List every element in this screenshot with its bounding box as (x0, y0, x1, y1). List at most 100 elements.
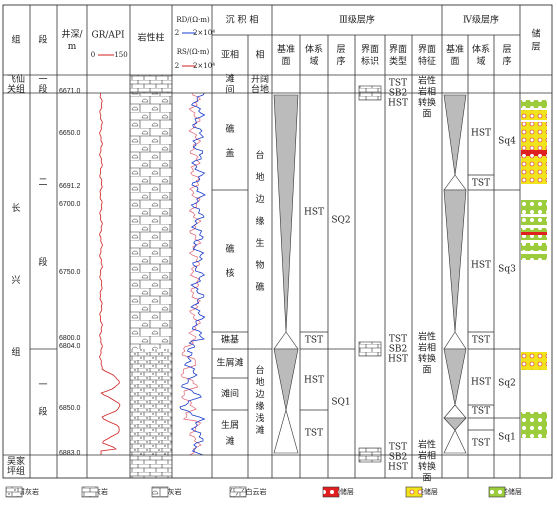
formation: 长兴组 (11, 202, 20, 358)
header: 界面标识 (361, 44, 379, 67)
scale-label: 2×10⁴ (193, 62, 215, 70)
header: 井深/m (61, 28, 83, 52)
subfacies: 生屑滩 (221, 419, 239, 447)
lithology-fill (130, 93, 172, 349)
header: RS/(Ω·m) (177, 48, 210, 56)
sequence: SQ1 (331, 398, 350, 408)
header: 相 (255, 49, 264, 61)
sequence: Sq3 (498, 265, 516, 275)
lithology-fill (130, 75, 172, 93)
header: 沉 积 相 (226, 14, 259, 26)
tst-triangle (443, 404, 467, 419)
header: 储层 (531, 27, 540, 52)
surface-type: HST (388, 463, 408, 473)
reservoir-band (521, 412, 547, 438)
rs-curve (180, 93, 202, 456)
header: 段 (38, 34, 47, 46)
hst-triangle (273, 94, 299, 333)
base-level-cycles (273, 94, 467, 454)
subfacies: 滩间 (225, 72, 234, 95)
hst-triangle (273, 348, 299, 411)
header: 基准面 (277, 43, 295, 67)
surface-type: HST (388, 99, 408, 109)
tst-triangle (273, 331, 299, 350)
surface-type: TST (389, 79, 407, 89)
depth-label: 6650.0 (59, 130, 81, 137)
log-curves (99, 92, 206, 456)
sequence: Sq4 (498, 137, 516, 147)
systems-tract: TST (305, 429, 323, 439)
scale-label: 0 (91, 51, 95, 59)
subfacies: 礁核 (225, 243, 234, 279)
legend-icon (405, 486, 423, 498)
legend-icon (488, 486, 506, 498)
header: RD/(Ω·m) (176, 16, 210, 24)
surface-feature: 岩性岩相转换面 (418, 74, 436, 119)
labels: 组 段 井深/m GR/API 0 150 岩性柱 RD/(Ω·m) 2 2×10⁴ RS/(Ω·m… (7, 14, 541, 497)
member: 二段 (38, 178, 47, 268)
systems-tract: HST (471, 129, 491, 139)
tst-triangle (443, 174, 467, 191)
header: 界面类型 (389, 44, 407, 67)
surface-type: SB2 (389, 345, 408, 355)
scale-label: 150 (114, 51, 127, 59)
legend-icon (151, 486, 169, 498)
subfacies: 礁盖 (225, 123, 234, 159)
header: 界面特征 (418, 44, 436, 67)
reservoir-band (521, 254, 547, 260)
rd-curve (179, 92, 206, 456)
sequence: Sq2 (498, 379, 516, 389)
legend-icon (81, 486, 99, 498)
reservoir-band (521, 150, 547, 156)
scale-label: 2 (175, 29, 179, 37)
reservoir-band (521, 200, 547, 214)
legend-icon (5, 486, 23, 498)
tst-triangle (273, 408, 299, 454)
reservoir-band (521, 110, 547, 120)
surface-type: SB2 (389, 453, 408, 463)
reservoir-band (521, 243, 547, 251)
frame (2, 4, 553, 479)
depth-label: 6700.0 (59, 201, 81, 208)
sequence: Sq1 (498, 433, 516, 443)
formation: 飞仙关组 (7, 73, 25, 95)
header: Ⅲ级层序 (339, 14, 375, 26)
depth-label: 6850.0 (59, 405, 81, 412)
header: 层序 (336, 44, 345, 67)
legend-label: 生屑灰岩 (11, 487, 39, 496)
surface-type: SB2 (389, 89, 408, 99)
tst-triangle (443, 331, 467, 350)
systems-tract: HST (471, 261, 491, 271)
scale-label: 2×10⁴ (193, 29, 215, 37)
systems-tract: TST (472, 179, 490, 189)
legend-label: Ⅱ类储层 (412, 487, 438, 496)
surface-type: TST (389, 443, 407, 453)
facies: 开阔台地 (251, 73, 269, 95)
surface-feature: 岩性岩相转换面 (418, 330, 436, 375)
systems-tract: HST (471, 378, 491, 388)
surface-type: HST (388, 355, 408, 365)
depth-label: 6883.0 (59, 450, 81, 457)
systems-tract: HST (304, 208, 324, 218)
surface-marker (358, 341, 382, 357)
systems-tract: TST (472, 336, 490, 346)
member: 一段 (38, 380, 47, 417)
surface-type: TST (389, 335, 407, 345)
hst-triangle (443, 94, 467, 176)
formation: 吴家坪组 (7, 455, 25, 477)
legend-icon (322, 486, 340, 498)
systems-tract: HST (304, 376, 324, 386)
header: 组 (11, 34, 20, 46)
sequence: SQ2 (331, 216, 350, 226)
reservoir-band (521, 217, 547, 225)
systems-tract: TST (472, 439, 490, 449)
legend-label: Ⅲ类储层 (494, 487, 522, 496)
legend-icon (229, 486, 247, 498)
scale-label: 2 (175, 62, 179, 70)
hst-triangle (443, 189, 467, 333)
legend (5, 486, 506, 498)
lithology-fill (130, 455, 172, 478)
gr-curve (99, 92, 121, 456)
facies: 台地边缘浅滩 (255, 364, 264, 436)
